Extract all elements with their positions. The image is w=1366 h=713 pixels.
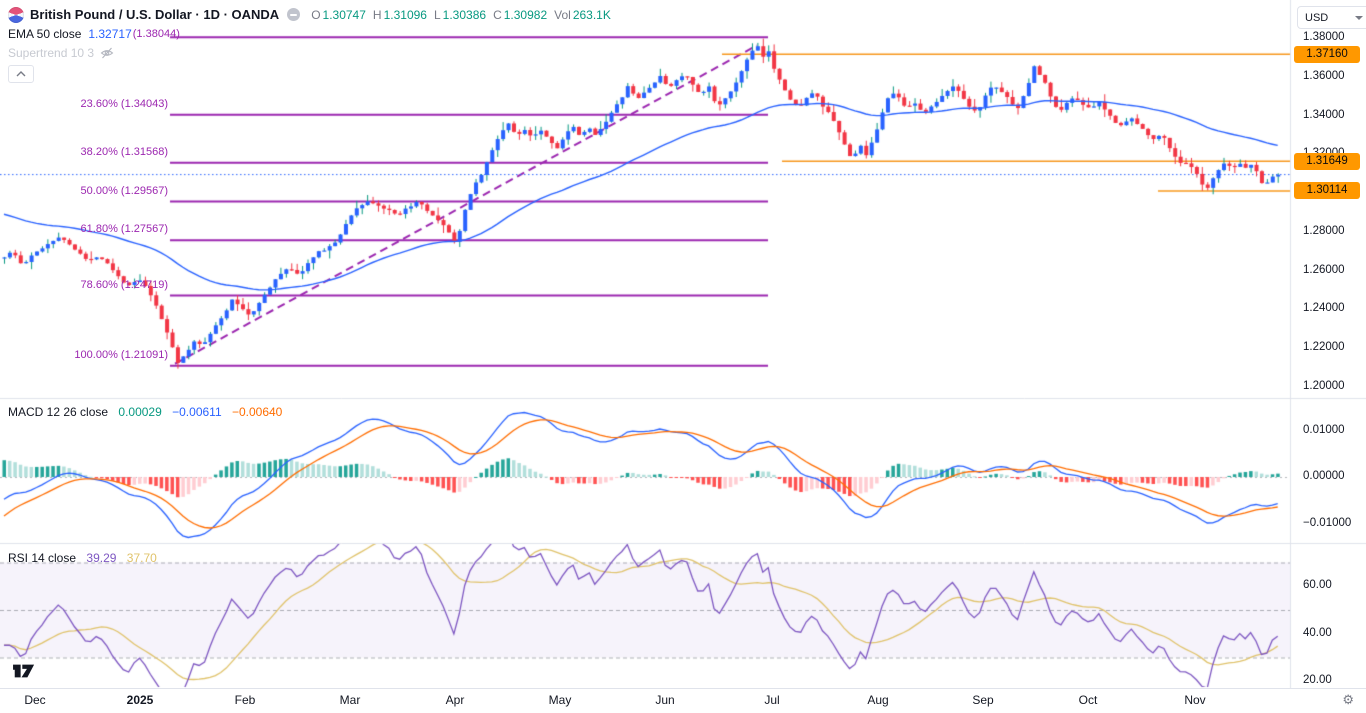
price-tick-label: 1.24000 <box>1303 302 1345 315</box>
time-axis-month-label: May <box>548 693 572 707</box>
eye-off-icon[interactable] <box>100 46 114 60</box>
rsi-tick-label: 40.00 <box>1303 626 1332 639</box>
price-tick-label: 1.22000 <box>1303 341 1345 354</box>
rsi-legend-row[interactable]: RSI 14 close 39.29 37.70 <box>8 551 157 565</box>
time-axis-month-label: 2025 <box>126 693 154 707</box>
macd-legend-row[interactable]: MACD 12 26 close 0.00029 −0.00611 −0.006… <box>8 405 282 419</box>
chevron-up-icon <box>16 71 26 77</box>
time-axis-month-label: Oct <box>1078 693 1098 707</box>
price-tick-label: 1.28000 <box>1303 224 1345 237</box>
macd-signal-value: −0.00640 <box>231 405 283 419</box>
macd-line-value: −0.00611 <box>172 405 222 419</box>
volume-label: Vol <box>554 7 571 22</box>
price-tick-label: 1.20000 <box>1303 380 1345 393</box>
rsi-tick-label: 60.00 <box>1303 579 1332 592</box>
time-axis-month-label: Jun <box>655 693 675 707</box>
macd-tick-label: 0.00000 <box>1303 470 1345 482</box>
time-axis-month-label: Dec <box>24 693 46 707</box>
fib-level-label: 23.60% (1.34043) <box>80 97 168 110</box>
low-label: L <box>433 7 441 22</box>
market-status-icon <box>287 8 301 21</box>
fib-level-label: 78.60% (1.24719) <box>80 278 168 291</box>
fib-zero-level-label: (1.38044) <box>132 27 180 40</box>
fib-level-label: 38.20% (1.31568) <box>80 145 168 158</box>
time-axis-month-label: Feb <box>234 693 256 707</box>
fib-level-label: 100.00% (1.21091) <box>74 348 168 361</box>
price-scale[interactable]: USD 1.380001.360001.340001.320001.300001… <box>1290 0 1366 688</box>
chart-legend: British Pound / U.S. Dollar · 1D · OANDA… <box>8 5 611 83</box>
close-value: 1.30982 <box>503 7 548 22</box>
symbol-row[interactable]: British Pound / U.S. Dollar · 1D · OANDA… <box>8 5 611 24</box>
gbp-flag-icon <box>8 6 24 23</box>
rsi-tick-label: 20.00 <box>1303 674 1332 687</box>
tradingview-logo[interactable] <box>12 663 36 684</box>
axis-settings-icon[interactable]: ⚙ <box>1342 692 1354 707</box>
high-label: H <box>372 7 382 22</box>
time-axis-month-label: Aug <box>867 693 889 707</box>
currency-label: USD <box>1305 11 1329 24</box>
ema-legend-row[interactable]: EMA 50 close 1.32717 (1.38044) <box>8 24 611 43</box>
macd-tick-label: 0.01000 <box>1303 423 1345 436</box>
volume-value: 263.1K <box>572 7 611 22</box>
open-label: O <box>311 7 321 22</box>
time-axis-month-label: Nov <box>1184 693 1206 707</box>
rsi-ma-value: 37.70 <box>126 551 157 565</box>
symbol-title[interactable]: British Pound / U.S. Dollar · 1D · OANDA <box>30 7 280 22</box>
time-axis[interactable]: ⚙ Dec 2025 Feb Mar Apr May Jun Jul Aug Sep Oct Nov <box>0 688 1366 713</box>
low-value: 1.30386 <box>442 7 487 22</box>
fib-level-label: 61.80% (1.27567) <box>80 223 168 236</box>
chevron-down-icon <box>1355 15 1363 20</box>
price-tick-label: 1.26000 <box>1303 263 1345 276</box>
high-value: 1.31096 <box>383 7 427 22</box>
price-tick-label: 1.34000 <box>1303 108 1345 121</box>
close-label: C <box>493 7 502 22</box>
time-axis-month-label: Mar <box>339 693 361 707</box>
macd-indicator-label[interactable]: MACD 12 26 close <box>8 405 109 419</box>
macd-tick-label: −0.01000 <box>1303 516 1352 529</box>
supertrend-indicator-label[interactable]: Supertrend 10 3 <box>8 45 95 60</box>
rsi-value: 39.29 <box>86 551 117 565</box>
fib-level-label: 50.00% (1.29567) <box>80 184 168 197</box>
supertrend-legend-row[interactable]: Supertrend 10 3 <box>8 43 611 62</box>
time-axis-month-label: Sep <box>972 693 994 707</box>
price-tick-label: 1.36000 <box>1303 69 1345 82</box>
currency-dropdown[interactable]: USD <box>1297 6 1366 29</box>
ema-indicator-label[interactable]: EMA 50 close <box>8 26 82 41</box>
time-axis-month-label: Apr <box>445 693 465 707</box>
price-level-badge: 1.31649 <box>1294 152 1360 170</box>
price-tick-label: 1.38000 <box>1303 31 1345 43</box>
macd-hist-value: 0.00029 <box>118 405 162 419</box>
ema-indicator-value: 1.32717 <box>88 26 132 41</box>
time-axis-month-label: Jul <box>764 693 780 707</box>
price-level-badge: 1.30114 <box>1294 182 1360 200</box>
rsi-indicator-label[interactable]: RSI 14 close <box>8 551 77 565</box>
price-level-badge: 1.37160 <box>1294 45 1360 63</box>
legend-collapse-button[interactable] <box>8 65 34 83</box>
open-value: 1.30747 <box>322 7 366 22</box>
